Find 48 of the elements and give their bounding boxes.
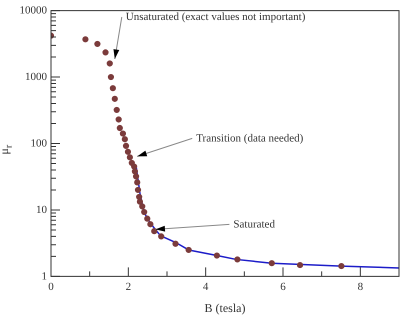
point [82, 36, 89, 42]
point [108, 74, 114, 80]
point [106, 60, 113, 67]
point [158, 233, 164, 240]
y-tick-label: 100 [30, 137, 48, 150]
point [122, 136, 128, 142]
point [131, 163, 138, 170]
annotation: Transition (data needed) [196, 132, 304, 144]
point [338, 262, 344, 270]
point [136, 198, 144, 205]
point [112, 96, 118, 102]
annotation: Saturated [233, 218, 276, 230]
x-axis-title: B (tesla) [204, 300, 246, 315]
y-tick-label: 1000 [25, 70, 48, 83]
point [296, 262, 304, 268]
x-tick-label: 8 [358, 280, 364, 293]
annotation: Unsaturated (exact values not important) [126, 10, 306, 23]
point [268, 260, 275, 266]
point [147, 221, 154, 228]
point [144, 216, 150, 222]
point [139, 203, 146, 210]
y-tick-label: 10000 [20, 4, 48, 16]
x-tick-label: 6 [280, 280, 286, 293]
point [132, 173, 140, 180]
x-tick-label: 4 [202, 280, 209, 293]
point [132, 168, 138, 175]
point [94, 40, 100, 48]
point [114, 106, 120, 114]
point [126, 154, 133, 160]
x-tick-label: 0 [48, 280, 54, 293]
point [214, 252, 220, 259]
point [116, 124, 123, 132]
point [110, 85, 116, 92]
y-tick-label: 1 [42, 270, 47, 282]
point [151, 228, 158, 234]
point [120, 130, 126, 137]
point [134, 186, 142, 194]
y-tick-label: 10 [36, 204, 48, 216]
point [124, 148, 132, 155]
point [172, 240, 179, 247]
x-tick-label: 2 [126, 280, 132, 293]
point [134, 179, 140, 186]
point [141, 208, 148, 216]
point [122, 142, 130, 150]
point [186, 246, 192, 254]
point [116, 116, 122, 123]
point [234, 256, 240, 263]
point [102, 49, 109, 56]
